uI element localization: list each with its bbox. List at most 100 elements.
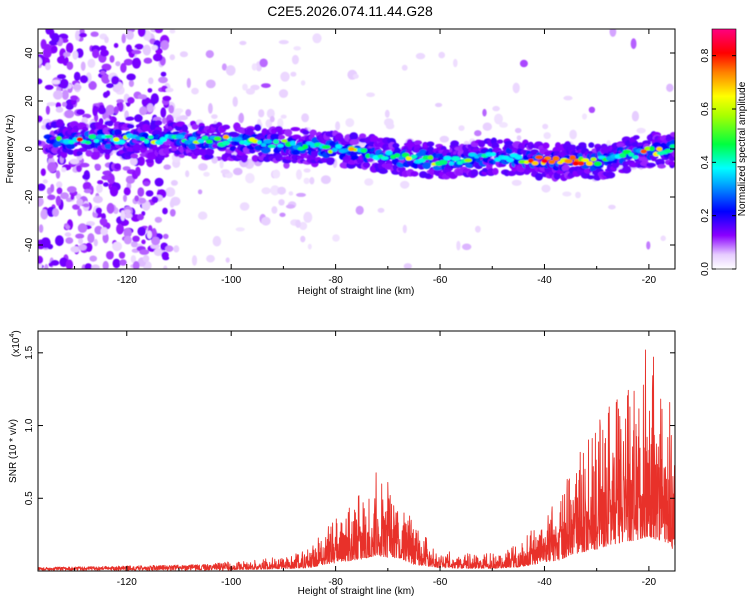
- heatmap-cell: [113, 137, 120, 142]
- heatmap-cell: [123, 235, 132, 245]
- heatmap-cell: [118, 251, 126, 259]
- heatmap-cell: [112, 241, 123, 252]
- heatmap-cell: [51, 33, 60, 44]
- heatmap-cell: [245, 88, 255, 95]
- heatmap-cell: [134, 43, 144, 50]
- heatmap-cell: [96, 184, 103, 194]
- snr-y-axis: 0.5 1.0 1.5: [24, 345, 675, 505]
- heatmap-cell: [130, 255, 137, 264]
- heatmap-cell: [78, 238, 84, 245]
- heatmap-cell: [95, 207, 102, 214]
- heatmap-cell: [385, 150, 393, 156]
- heatmap-cell: [365, 153, 371, 159]
- heatmap-cell: [465, 163, 473, 168]
- heatmap-cell: [349, 139, 360, 146]
- heatmap-cell: [69, 158, 80, 165]
- heatmap-cell: [154, 120, 163, 126]
- heatmap-cell: [93, 238, 98, 247]
- x-tick-label: -20: [642, 275, 657, 286]
- heatmap-cell: [656, 146, 663, 152]
- heatmap-cell: [410, 154, 418, 159]
- heatmap-cell: [191, 123, 199, 130]
- heatmap-cell: [137, 29, 146, 37]
- heatmap-cell: [88, 81, 97, 90]
- y-tick-label: -40: [24, 237, 35, 252]
- heatmap-cell: [45, 29, 52, 35]
- heatmap-y-axis: -40 -20 0 20 40: [24, 47, 675, 252]
- heatmap-cell: [162, 207, 168, 215]
- heatmap-cell: [300, 235, 306, 243]
- heatmap-cell: [139, 106, 148, 116]
- heatmap-cell: [438, 159, 448, 165]
- heatmap-cell: [312, 33, 322, 44]
- y-tick-label: 20: [24, 95, 35, 107]
- heatmap-cell: [123, 58, 133, 66]
- colorbar-ticks: 0.0 0.2 0.4 0.6 0.8: [700, 48, 736, 276]
- heatmap-cell: [123, 227, 132, 238]
- heatmap-cell: [76, 198, 84, 207]
- heatmap-cell: [112, 258, 121, 269]
- heatmap-cell: [99, 104, 105, 110]
- heatmap-cell: [542, 142, 550, 149]
- heatmap-cell: [165, 187, 176, 197]
- heatmap-cell: [162, 144, 171, 149]
- heatmap-cell: [429, 168, 436, 176]
- heatmap-cell: [48, 262, 54, 267]
- heatmap-cell: [233, 167, 243, 176]
- x-tick-label: -60: [433, 577, 448, 588]
- heatmap-cell: [542, 123, 549, 130]
- heatmap-cell: [397, 166, 406, 172]
- heatmap-cell: [235, 227, 245, 232]
- heatmap-cell: [577, 161, 585, 166]
- heatmap-cell: [51, 46, 58, 54]
- heatmap-cell: [270, 185, 280, 196]
- heatmap-cell: [132, 57, 141, 69]
- heatmap-cell: [91, 264, 100, 269]
- heatmap-cell: [636, 127, 646, 134]
- heatmap-cell: [302, 144, 309, 150]
- heatmap-cell: [105, 104, 115, 116]
- heatmap-cell: [142, 254, 150, 263]
- heatmap-cell: [541, 158, 548, 164]
- heatmap-cell: [496, 139, 504, 144]
- heatmap-cell: [139, 137, 146, 141]
- heatmap-cell: [426, 141, 435, 147]
- heatmap-cell: [378, 168, 388, 174]
- heatmap-cell: [561, 164, 570, 172]
- heatmap-cell: [40, 209, 48, 220]
- heatmap-cell: [64, 232, 72, 237]
- heatmap-cell: [335, 144, 343, 149]
- heatmap-cell: [124, 212, 133, 219]
- heatmap-cell: [130, 153, 139, 159]
- heatmap-cell: [490, 152, 496, 157]
- heatmap-cell: [272, 169, 281, 179]
- heatmap-cell: [578, 142, 587, 147]
- heatmap-cell: [439, 135, 449, 143]
- heatmap-cell: [649, 146, 655, 152]
- heatmap-cell: [82, 181, 92, 191]
- heatmap-cell: [384, 109, 390, 118]
- heatmap-cell: [93, 138, 100, 143]
- snr-y-label: SNR (10 * v/v): [8, 419, 19, 483]
- heatmap-cell: [63, 52, 71, 57]
- heatmap-cell: [293, 46, 302, 51]
- heatmap-cell: [82, 173, 90, 180]
- heatmap-cell: [38, 196, 44, 207]
- heatmap-cell: [289, 140, 296, 146]
- heatmap-cell: [78, 244, 87, 251]
- snr-series: [38, 349, 675, 571]
- heatmap-cell: [364, 178, 374, 186]
- heatmap-cell: [56, 119, 64, 127]
- snr-x-label: Height of straight line (km): [298, 586, 415, 597]
- heatmap-cell: [206, 254, 215, 263]
- heatmap-cell: [628, 152, 635, 157]
- heatmap-cell: [524, 160, 530, 165]
- heatmap-cell: [506, 157, 514, 163]
- heatmap-cell: [630, 38, 637, 50]
- heatmap-cell: [563, 95, 573, 101]
- x-tick-label: -20: [642, 577, 657, 588]
- heatmap-cell: [70, 95, 79, 101]
- heatmap-cell: [251, 155, 260, 163]
- heatmap-cell: [332, 234, 340, 242]
- heatmap-cell: [632, 155, 639, 160]
